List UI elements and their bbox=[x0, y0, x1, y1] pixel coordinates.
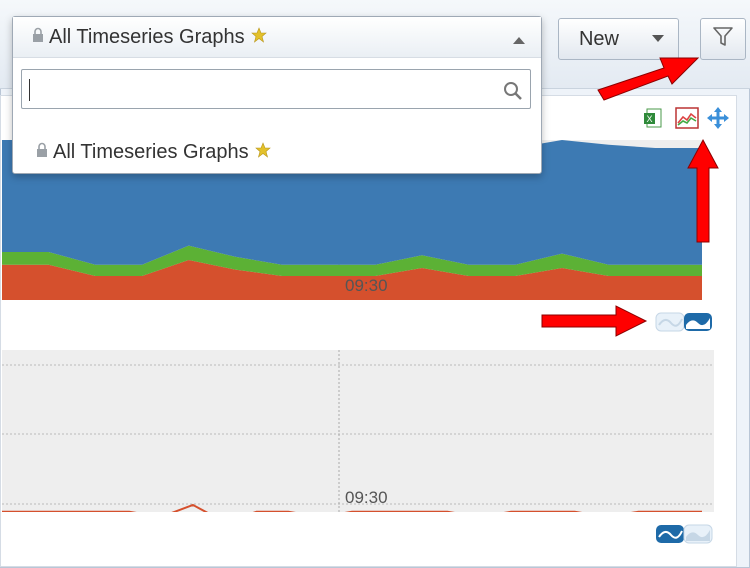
graph-picker-dropdown[interactable]: All Timeseries Graphs All Timeseries Gra… bbox=[12, 16, 542, 174]
graph-list-item-label: All Timeseries Graphs bbox=[53, 141, 249, 163]
annotation-arrow-up bbox=[687, 138, 719, 243]
chart-type-toggle-bottom[interactable] bbox=[655, 522, 713, 551]
funnel-icon bbox=[713, 26, 733, 53]
annotation-arrow-filter bbox=[597, 57, 700, 101]
line-chart bbox=[2, 350, 714, 512]
svg-text:X: X bbox=[646, 114, 652, 124]
new-button-label: New bbox=[578, 27, 619, 50]
text-cursor bbox=[29, 79, 30, 101]
graph-picker-header[interactable]: All Timeseries Graphs bbox=[13, 17, 541, 58]
excel-export-icon[interactable]: X bbox=[643, 108, 665, 135]
annotation-arrow-toggle bbox=[541, 305, 648, 337]
bottom-time-label: 09:30 bbox=[345, 488, 388, 507]
magnifier-icon[interactable] bbox=[503, 81, 523, 106]
filter-button[interactable] bbox=[700, 18, 746, 60]
caret-down-icon bbox=[652, 30, 664, 48]
line-series-0 bbox=[2, 503, 702, 512]
graph-list-item[interactable]: All Timeseries Graphs bbox=[35, 141, 271, 164]
area-series-1 bbox=[2, 245, 702, 276]
top-time-label: 09:30 bbox=[345, 276, 388, 295]
line-chart-icon[interactable] bbox=[675, 106, 699, 135]
caret-up-icon[interactable] bbox=[513, 31, 525, 49]
lock-icon bbox=[35, 141, 49, 164]
lock-icon bbox=[31, 27, 45, 48]
move-arrows-icon[interactable] bbox=[706, 106, 730, 135]
selected-graph-label: All Timeseries Graphs bbox=[49, 25, 245, 48]
graph-search-input[interactable] bbox=[21, 69, 531, 109]
new-dropdown-button[interactable] bbox=[638, 18, 679, 60]
chart-type-toggle[interactable] bbox=[655, 310, 713, 339]
star-icon bbox=[254, 141, 271, 164]
plot-background bbox=[2, 350, 714, 512]
area-series-0 bbox=[2, 260, 702, 300]
star-icon bbox=[250, 26, 267, 48]
